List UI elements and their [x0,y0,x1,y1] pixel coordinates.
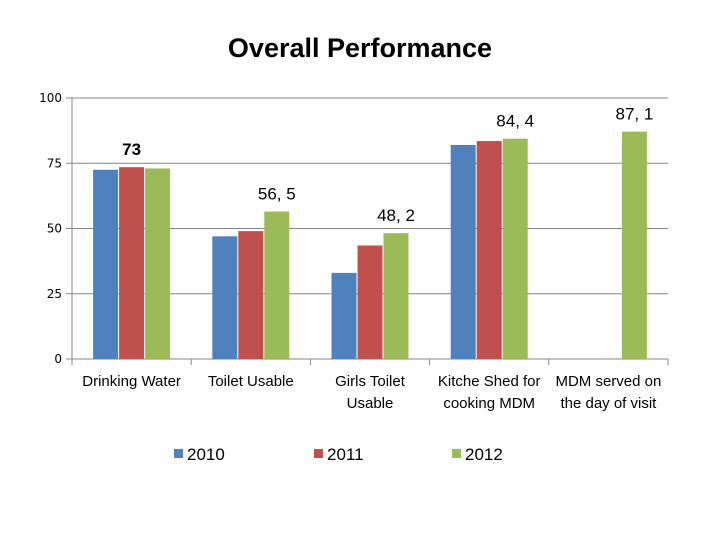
bar-2010 [331,272,357,359]
legend-label: 2010 [187,445,225,464]
y-tick-label: 100 [39,91,62,105]
y-tick-label: 0 [54,352,62,366]
bar-2011 [238,231,264,359]
bar-2012 [502,138,528,359]
category-label: Girls Toilet Usable [335,373,406,412]
data-label: 87, 1 [615,105,653,124]
bar-2010 [93,169,119,359]
bar-2010 [450,144,476,359]
legend-label: 2012 [465,445,503,464]
bar-2011 [476,141,502,359]
category-label: Kitche Shed for cooking MDM [438,373,541,412]
data-label: 73 [122,140,141,159]
y-tick-label: 50 [47,222,62,236]
x-axis: Drinking Water Toilet Usable Girls Toilet U… [71,358,669,412]
category-label: MDM served on the day of visit [555,373,661,412]
bar-2012 [145,168,171,359]
data-label: 56, 5 [258,185,296,204]
bars [93,131,647,359]
legend-swatch-2010 [174,449,183,458]
legend: 2010 2011 2012 [174,445,503,464]
bar-2012 [383,233,409,359]
category-label: Toilet Usable [208,373,294,390]
y-tick-label: 25 [47,287,62,301]
data-label: 84, 4 [496,112,534,131]
legend-swatch-2011 [314,449,323,458]
data-label: 48, 2 [377,206,415,225]
legend-swatch-2012 [452,449,461,458]
chart-title: Overall Performance [228,33,492,63]
y-axis: 0 25 50 75 100 [39,91,73,366]
category-label: Drinking Water [82,373,181,390]
bar-2011 [357,245,383,359]
y-tick-label: 75 [47,156,62,170]
bar-2012 [264,211,290,359]
bar-2010 [212,236,238,359]
bar-2011 [119,167,145,359]
legend-label: 2011 [327,445,364,464]
data-labels: 73 56, 5 48, 2 84, 4 87, 1 [122,105,653,226]
bar-2012 [621,131,647,359]
